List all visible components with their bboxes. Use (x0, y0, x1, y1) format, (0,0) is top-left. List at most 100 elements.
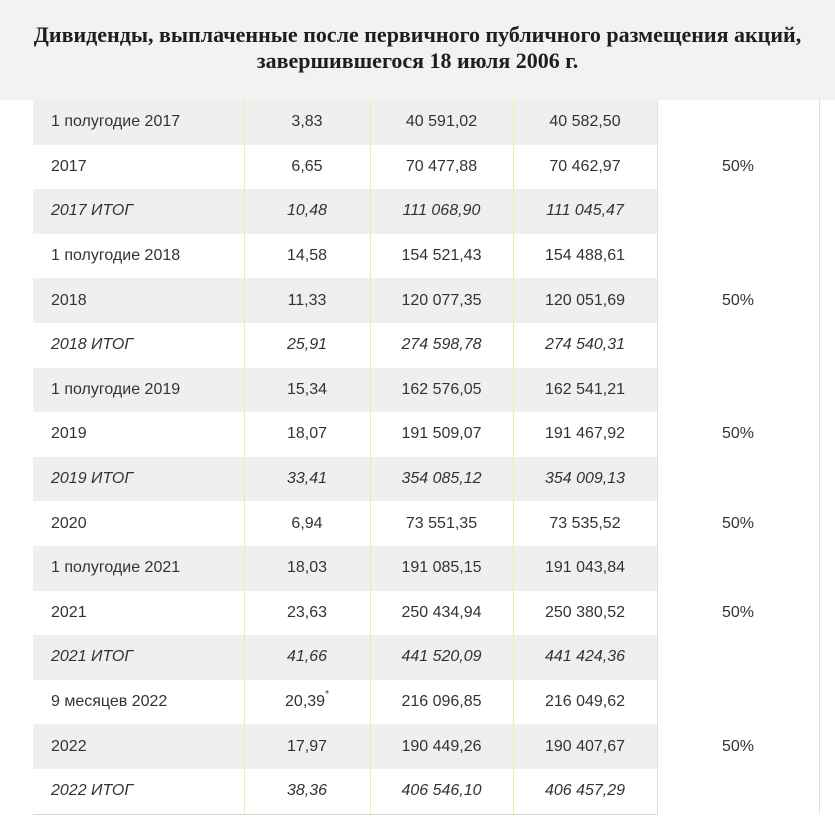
amount-paid-cell: 441 424,36 (512, 635, 657, 680)
table-row: 2021 23,63 250 434,94 250 380,52 (33, 590, 819, 636)
per-share-cell: 33,41 (243, 456, 370, 502)
amount-paid-cell: 190 407,67 (512, 724, 657, 769)
payout-ratio-cell: 50% (656, 100, 820, 234)
table-row: 2019 18,07 191 509,07 191 467,92 (33, 412, 819, 457)
per-share-value: 14,58 (286, 247, 328, 265)
per-share-value: 23,63 (286, 603, 328, 621)
amount-paid-cell: 70 462,97 (512, 144, 657, 190)
period-cell: 2018 (33, 278, 244, 323)
payout-ratio-cell: 50% (656, 501, 820, 546)
per-share-value: 18,03 (286, 559, 328, 577)
payout-ratio-cell: 50% (656, 679, 820, 814)
per-share-cell: 15,34 (243, 367, 370, 413)
amount-cell: 274 598,78 (369, 322, 513, 368)
amount-cell: 191 509,07 (369, 412, 513, 457)
amount-cell: 40 591,02 (369, 100, 513, 145)
amount-cell: 406 546,10 (369, 768, 513, 815)
per-share-value: 38,36 (286, 782, 328, 800)
per-share-value: 33,41 (286, 470, 328, 488)
per-share-value: 20,39 (285, 693, 326, 711)
table-row: 2017 6,65 70 477,88 70 462,97 (33, 144, 819, 190)
period-cell: 2022 (33, 724, 244, 769)
per-share-cell: 25,91 (243, 322, 370, 368)
per-share-value: 17,97 (286, 737, 328, 755)
per-share-cell: 14,58 (243, 233, 370, 279)
table-row: 9 месяцев 2022 20,39* 216 096,85 216 049… (33, 679, 820, 814)
footnote-mark: * (325, 689, 329, 701)
period-cell: 1 полугодие 2018 (51, 247, 181, 265)
header-band: Дивиденды, выплаченные после первичного … (0, 0, 835, 100)
per-share-cell: 18,03 (243, 545, 370, 591)
per-share-cell: 18,07 (243, 412, 370, 457)
amount-paid-cell: 406 457,29 (512, 768, 657, 815)
per-share-cell: 20,39* (243, 679, 370, 725)
table-row: 1 полугодие 2019 15,34 162 576,05 162 54… (33, 367, 820, 502)
amount-cell: 216 096,85 (369, 679, 513, 725)
amount-cell: 250 434,94 (369, 590, 513, 636)
period-cell: 2017 ИТОГ (33, 189, 244, 234)
period-cell: 2018 ИТОГ (51, 336, 134, 354)
payout-ratio-cell: 50% (656, 545, 820, 680)
payout-ratio-cell: 50% (656, 233, 820, 368)
table-row: 2018 ИТОГ 25,91 274 598,78 274 540,31 (33, 322, 819, 368)
per-share-value: 3,83 (291, 113, 323, 131)
per-share-value: 41,66 (286, 648, 328, 666)
amount-paid-cell: 154 488,61 (512, 233, 657, 279)
amount-paid-cell: 216 049,62 (512, 679, 657, 725)
per-share-cell: 3,83 (243, 100, 370, 145)
period-cell: 1 полугодие 2021 (33, 545, 244, 591)
per-share-cell: 17,97 (243, 724, 370, 769)
per-share-value: 25,91 (286, 336, 328, 354)
per-share-cell: 38,36 (243, 768, 370, 815)
period-cell: 2017 (51, 157, 87, 175)
amount-paid-cell: 40 582,50 (512, 100, 657, 145)
page-title: Дивиденды, выплаченные после первичного … (33, 22, 802, 73)
per-share-cell: 6,94 (243, 501, 370, 546)
amount-paid-cell: 162 541,21 (512, 367, 657, 413)
table-row: 2018 11,33 120 077,35 120 051,69 (33, 278, 819, 323)
amount-paid-cell: 120 051,69 (512, 278, 657, 323)
per-share-cell: 10,48 (243, 189, 370, 234)
amount-cell: 73 551,35 (369, 501, 513, 546)
table-row: 2017 ИТОГ 10,48 111 068,90 111 045,47 (33, 189, 819, 234)
per-share-cell: 11,33 (243, 278, 370, 323)
dividends-table-body: 1 полугодие 2017 3,83 40 591,02 40 582,5… (33, 100, 820, 815)
per-share-cell: 6,65 (243, 144, 370, 190)
per-share-value: 6,94 (291, 514, 323, 532)
period-cell: 2021 (51, 603, 87, 621)
period-cell: 2022 ИТОГ (33, 768, 244, 815)
amount-cell: 190 449,26 (369, 724, 513, 769)
table-row: 2020 6,94 73 551,35 73 535,52 50% (33, 501, 820, 546)
period-cell: 2019 (51, 425, 87, 443)
per-share-value: 10,48 (286, 202, 328, 220)
amount-paid-cell: 111 045,47 (512, 189, 657, 234)
amount-cell: 111 068,90 (369, 189, 513, 234)
table-row: 2021 ИТОГ 41,66 441 520,09 441 424,36 (33, 635, 819, 680)
period-cell: 9 месяцев 2022 (51, 693, 168, 711)
amount-paid-cell: 274 540,31 (512, 322, 657, 368)
amount-cell: 191 085,15 (369, 545, 513, 591)
per-share-value: 15,34 (286, 380, 328, 398)
amount-paid-cell: 191 467,92 (512, 412, 657, 457)
amount-paid-cell: 250 380,52 (512, 590, 657, 636)
amount-cell: 120 077,35 (369, 278, 513, 323)
payout-ratio-cell: 50% (656, 367, 820, 502)
period-cell: 1 полугодие 2019 (33, 367, 244, 413)
amount-paid-cell: 73 535,52 (512, 501, 657, 546)
table-row: 1 полугодие 2021 18,03 191 085,15 191 04… (33, 545, 820, 680)
per-share-cell: 41,66 (243, 635, 370, 680)
dividends-table: 1 полугодие 2017 3,83 40 591,02 40 582,5… (33, 100, 820, 815)
period-cell: 2021 ИТОГ (33, 635, 244, 680)
amount-cell: 70 477,88 (369, 144, 513, 190)
amount-cell: 162 576,05 (369, 367, 513, 413)
table-row: 1 полугодие 2017 3,83 40 591,02 40 582,5… (33, 100, 820, 234)
period-cell: 1 полугодие 2017 (33, 100, 244, 145)
per-share-value: 18,07 (286, 425, 328, 443)
period-cell: 2020 (51, 514, 87, 532)
amount-cell: 354 085,12 (369, 456, 513, 502)
amount-cell: 441 520,09 (369, 635, 513, 680)
amount-cell: 154 521,43 (369, 233, 513, 279)
per-share-value: 11,33 (287, 291, 327, 309)
table-row: 2022 ИТОГ 38,36 406 546,10 406 457,29 (33, 768, 819, 815)
table-row: 2019 ИТОГ 33,41 354 085,12 354 009,13 (33, 456, 819, 502)
